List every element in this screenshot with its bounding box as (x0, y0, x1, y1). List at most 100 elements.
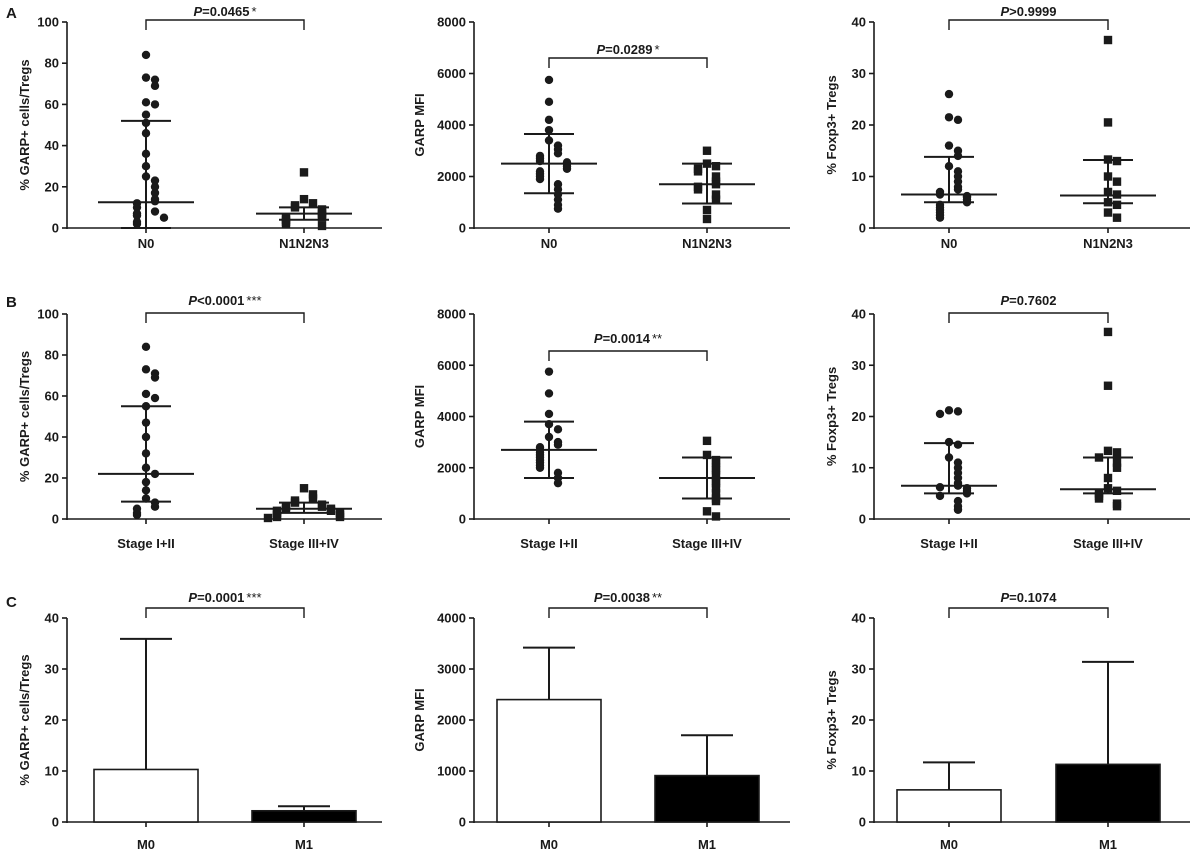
data-point (141, 342, 151, 351)
data-point (711, 172, 721, 181)
y-axis-label: % Foxp3+ Tregs (824, 670, 839, 769)
data-point (711, 496, 721, 506)
y-tick-label: 0 (459, 512, 466, 527)
data-point (1112, 200, 1122, 210)
panel-label-c: C (6, 594, 17, 611)
significance-bracket (948, 312, 1109, 323)
significance-bracket (548, 607, 708, 618)
y-tick-label: 4000 (437, 611, 466, 626)
p-value-label: P<0.0001 *** (188, 293, 261, 308)
y-tick-label: 40 (852, 611, 866, 626)
p-value-label: P=0.0038 ** (594, 590, 662, 605)
data-point (693, 167, 703, 176)
data-point (544, 97, 554, 107)
significance-bracket (548, 350, 708, 361)
y-tick-label: 80 (45, 56, 59, 71)
data-point (711, 458, 721, 467)
y-tick-label: 4000 (437, 118, 466, 133)
data-point (702, 436, 712, 446)
data-point (299, 168, 309, 177)
p-value-label: P>0.9999 (1000, 4, 1056, 19)
x-category-label: Stage III+IV (269, 536, 339, 551)
data-point (1112, 177, 1122, 186)
x-category-label: N0 (941, 236, 958, 251)
y-tick-label: 20 (852, 118, 866, 133)
y-tick-label: 0 (52, 815, 59, 830)
x-category-label: M1 (295, 837, 313, 852)
y-tick-label: 4000 (437, 409, 466, 424)
data-point (141, 73, 151, 82)
p-value-label: P=0.0014 ** (594, 331, 662, 346)
data-point (944, 89, 954, 99)
data-point (150, 182, 160, 191)
data-point (711, 471, 721, 480)
data-point (1103, 446, 1113, 456)
x-category-label: N1N2N3 (1083, 236, 1133, 251)
data-point (1103, 118, 1113, 127)
data-point (702, 507, 712, 516)
y-tick-label: 10 (45, 764, 59, 779)
y-axis-label: % Foxp3+ Tregs (824, 75, 839, 174)
data-point (1112, 486, 1122, 496)
y-tick-label: 40 (852, 307, 866, 322)
data-point (150, 207, 160, 216)
y-tick-label: 40 (852, 15, 866, 30)
data-point (150, 176, 160, 185)
data-point (711, 195, 721, 204)
y-axis-label: GARP MFI (412, 688, 427, 751)
y-axis-label: GARP MFI (412, 93, 427, 156)
data-point (141, 389, 151, 399)
p-value-label: P=0.1074 (1000, 590, 1057, 605)
bar-m1 (251, 809, 357, 823)
x-category-label: M1 (698, 837, 716, 852)
panel-label-a: A (6, 5, 17, 22)
data-point (1112, 156, 1122, 166)
y-tick-label: 30 (45, 662, 59, 677)
data-point (711, 484, 721, 493)
data-point (1103, 35, 1113, 45)
data-point (944, 141, 954, 150)
data-point (1112, 463, 1122, 472)
y-tick-label: 100 (37, 15, 59, 30)
x-category-label: Stage I+II (920, 536, 977, 551)
y-tick-label: 2000 (437, 713, 466, 728)
data-point (150, 502, 160, 511)
y-tick-label: 20 (45, 471, 59, 486)
y-tick-label: 0 (859, 512, 866, 527)
panel-a-2: 0 2000 4000 6000 8000 GARP MFI N0 N1N2N3 P=0.028… (412, 15, 790, 251)
data-point (141, 50, 151, 60)
y-tick-label: 3000 (437, 662, 466, 677)
y-tick-label: 2000 (437, 460, 466, 475)
x-category-label: M0 (540, 837, 558, 852)
y-tick-label: 6000 (437, 66, 466, 81)
data-point (1094, 494, 1104, 503)
x-category-label: M0 (137, 837, 155, 852)
y-tick-label: 1000 (437, 764, 466, 779)
data-point (317, 502, 327, 511)
x-category-label: N1N2N3 (279, 236, 329, 251)
data-point (711, 466, 721, 475)
y-axis-label: % GARP+ cells/Tregs (17, 351, 32, 482)
data-point (953, 185, 963, 194)
significance-bracket (948, 19, 1109, 30)
data-point (299, 484, 309, 493)
data-point (1112, 190, 1122, 199)
y-tick-label: 10 (852, 764, 866, 779)
y-tick-label: 0 (52, 221, 59, 236)
panel-b-3: 0 10 20 30 40 % Foxp3+ Tregs Stage I+II Stage I… (824, 293, 1190, 551)
significance-bracket (145, 312, 305, 323)
x-category-label: N0 (541, 236, 558, 251)
data-point (132, 203, 142, 212)
bar-m1 (654, 774, 760, 823)
y-tick-label: 8000 (437, 15, 466, 30)
data-point (944, 406, 954, 415)
y-tick-label: 0 (859, 221, 866, 236)
y-tick-label: 2000 (437, 169, 466, 184)
data-point (553, 478, 563, 488)
data-point (317, 221, 327, 231)
data-point (702, 146, 712, 155)
y-tick-label: 20 (852, 713, 866, 728)
panel-c-2: 0 1000 2000 3000 4000 GARP MFI M0 M1 P=0.0038 ** (412, 590, 790, 852)
